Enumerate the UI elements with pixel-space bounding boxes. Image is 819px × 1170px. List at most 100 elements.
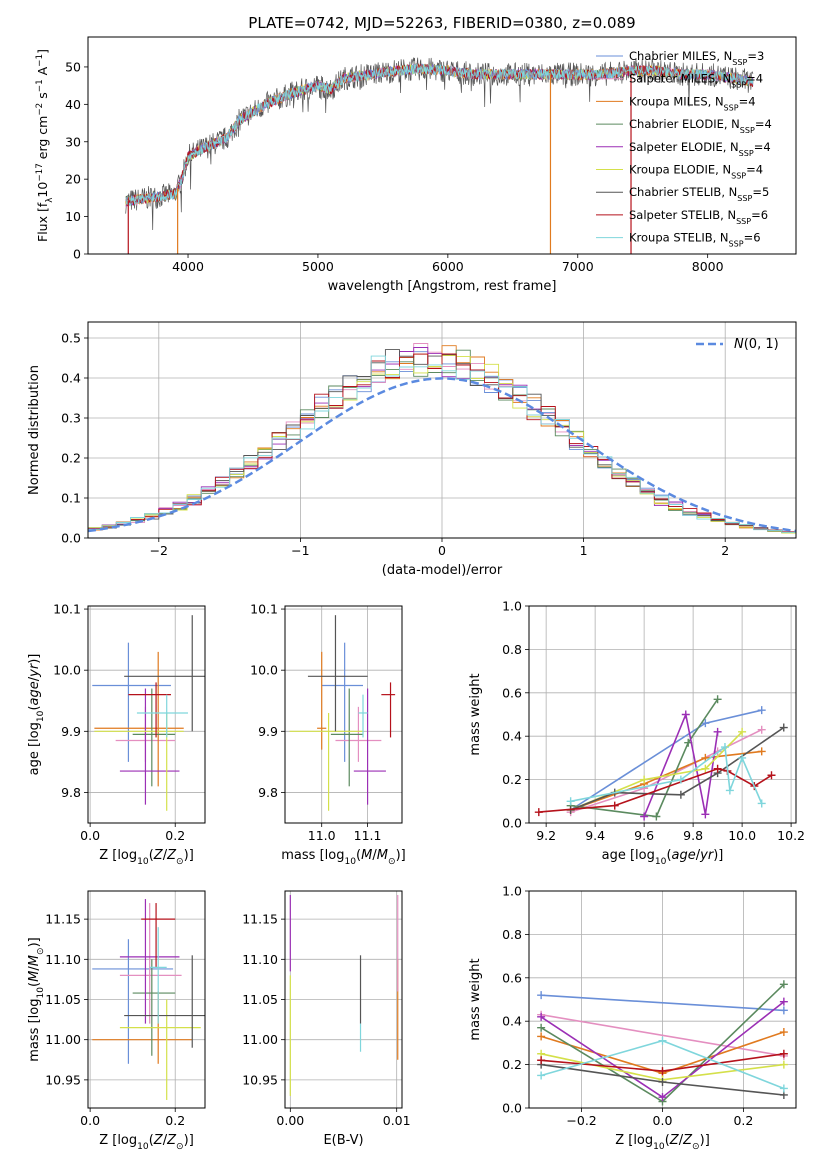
spectrum-line-kroupa_stelib <box>125 63 754 207</box>
y-tick-label: 0.0 <box>61 531 81 546</box>
x-tick-label: 11.1 <box>354 828 382 843</box>
weight-point-chabrier_stelib <box>779 723 788 732</box>
y-axis-label: mass weight <box>468 673 483 755</box>
histogram-salpeter_stelib <box>88 353 796 533</box>
y-tick-label: 0.2 <box>502 1057 522 1072</box>
x-tick-label: 10.0 <box>728 828 756 843</box>
y-tick-label: 0.2 <box>502 772 522 787</box>
weight-point-salpeter_elodie <box>681 710 690 719</box>
y-tick-label: 0.8 <box>502 927 522 942</box>
y-tick-label: 9.9 <box>258 724 278 739</box>
weight-point-salpeter_stelib <box>534 808 543 817</box>
y-tick-label: 9.8 <box>61 785 81 800</box>
spectrum-plot-area <box>125 57 754 254</box>
y-tick-label: 20 <box>65 172 81 187</box>
weight-point-kroupa_stelib <box>720 743 729 752</box>
weight-point-kroupa_stelib <box>738 753 747 762</box>
x-axis-label: Z [log10(Z/Z⊙)] <box>99 1133 194 1152</box>
y-tick-label: 11.00 <box>45 1032 81 1047</box>
axes-frame <box>87 36 797 255</box>
age_vs_Z-panel: 0.0 0.2 9.8 9.9 10.0 10.1 Z [log10(Z/Z⊙)] age [… <box>27 602 206 867</box>
weight-point-salpeter_stelib <box>767 771 776 780</box>
weight-point-chabrier_elodie <box>713 695 722 704</box>
x-axis-label: (data-model)/error <box>382 563 503 578</box>
y-axis-label: Normed distribution <box>27 365 42 495</box>
x-tick-label: 0.01 <box>383 1113 411 1128</box>
weight-point-kroupa_miles <box>779 1028 788 1037</box>
x-tick-label: 9.6 <box>634 828 654 843</box>
weight-point-chabrier_elodie <box>537 1023 546 1032</box>
weight-point-salpeter_elodie <box>537 1012 546 1021</box>
y-tick-label: 0.0 <box>502 1101 522 1116</box>
figure-title: PLATE=0742, MJD=52263, FIBERID=0380, z=0… <box>248 14 635 32</box>
y-tick-label: 1.0 <box>502 884 522 899</box>
weight_vs_Z-panel: −0.2 0.0 0.2 0.0 0.2 0.4 0.6 0.8 1.0 Z [log10(Z/Z… <box>468 884 797 1152</box>
weight-point-salpeter_stelib <box>658 1067 667 1076</box>
weight_vs_age-plot-area <box>534 695 788 821</box>
y-tick-label: 11.10 <box>242 952 278 967</box>
axes-frame <box>528 605 797 824</box>
legend-label: Chabrier MILES, NSSP=3 <box>629 49 764 67</box>
y-tick-label: 0.5 <box>61 331 81 346</box>
weight_vs_age-panel: 9.2 9.4 9.6 9.8 10.0 10.2 0.0 0.2 0.4 0.6 0.8 1.0 ag… <box>468 599 805 868</box>
y-tick-label: 9.9 <box>61 724 81 739</box>
y-tick-label: 11.00 <box>242 1032 278 1047</box>
y-tick-label: 40 <box>65 97 81 112</box>
weight-point-kroupa_stelib <box>757 799 766 808</box>
weight-line-salpeter_stelib <box>538 767 772 813</box>
gaussian-curve <box>88 377 796 533</box>
y-tick-label: 10 <box>65 209 81 224</box>
y-tick-label: 0.1 <box>61 491 81 506</box>
x-tick-label: 1 <box>580 543 588 558</box>
weight-point-chabrier_elodie <box>779 980 788 989</box>
mass_vs_ebv-panel: 0.00 0.01 10.95 11.00 11.05 11.10 11.15 E(B-V) <box>242 890 411 1148</box>
weight-point-kroupa_elodie <box>738 727 747 736</box>
weight-point-salpeter_elodie <box>779 997 788 1006</box>
x-tick-label: 7000 <box>562 259 594 274</box>
legend-label: Salpeter STELIB, NSSP=6 <box>629 208 768 226</box>
y-axis-label: mass [log10(M/M⊙)] <box>27 937 46 1061</box>
weight-point-chabrier_miles <box>537 991 546 1000</box>
y-tick-label: 0.8 <box>502 642 522 657</box>
x-tick-label: 0.0 <box>80 1113 100 1128</box>
x-tick-label: 8000 <box>692 259 724 274</box>
weight-line-kroupa_stelib <box>570 745 763 804</box>
x-tick-label: 0.0 <box>80 828 100 843</box>
legend-label-gaussian: N(0, 1) <box>734 337 779 352</box>
weight-point-kroupa_elodie <box>779 1060 788 1069</box>
weight-line-salpeter_miles <box>540 1013 785 1057</box>
x-tick-label: −2 <box>150 543 168 558</box>
weight-point-chabrier_miles <box>779 1006 788 1015</box>
weight-point-chabrier_stelib <box>658 1077 667 1086</box>
y-tick-label: 30 <box>65 134 81 149</box>
x-tick-label: 0.2 <box>165 1113 185 1128</box>
age_vs_mass-panel: 11.0 11.1 9.8 9.9 10.0 10.1 mass [log10(M/M⊙)] <box>250 602 406 867</box>
legend-label: Kroupa ELODIE, NSSP=4 <box>629 163 763 181</box>
mass_vs_Z-plot-area <box>92 899 205 1100</box>
y-tick-label: 10.95 <box>242 1072 278 1087</box>
x-tick-label: 0 <box>438 543 446 558</box>
weight-point-chabrier_elodie <box>652 812 661 821</box>
x-axis-label: E(B-V) <box>323 1133 363 1148</box>
legend-label: Chabrier STELIB, NSSP=5 <box>629 185 769 203</box>
axes-frame <box>87 321 797 539</box>
y-tick-label: 0.4 <box>61 371 81 386</box>
legend-label: Kroupa MILES, NSSP=4 <box>629 94 756 112</box>
y-tick-label: 11.15 <box>242 912 278 927</box>
y-tick-label: 0.3 <box>61 411 81 426</box>
axes-frame <box>528 890 797 1109</box>
y-tick-label: 0.4 <box>502 729 522 744</box>
weight-point-kroupa_stelib <box>779 1084 788 1093</box>
residuals-plot-area <box>88 343 796 534</box>
y-axis-label: age [log10(age/yr)] <box>27 654 46 776</box>
weight-line-salpeter_elodie <box>643 711 719 817</box>
y-tick-label: 0.4 <box>502 1014 522 1029</box>
weight-point-salpeter_elodie <box>701 810 710 819</box>
y-axis-label: mass weight <box>468 958 483 1040</box>
x-tick-label: 0.00 <box>276 1113 304 1128</box>
axes-frame <box>284 890 403 1109</box>
weight-line-chabrier_elodie <box>570 698 719 818</box>
weight-point-kroupa_elodie <box>701 764 710 773</box>
y-axis-label: Flux [fλ10−17 erg cm−2 s−1 A−1] <box>35 49 55 242</box>
x-axis-label: wavelength [Angstrom, rest frame] <box>328 279 557 294</box>
